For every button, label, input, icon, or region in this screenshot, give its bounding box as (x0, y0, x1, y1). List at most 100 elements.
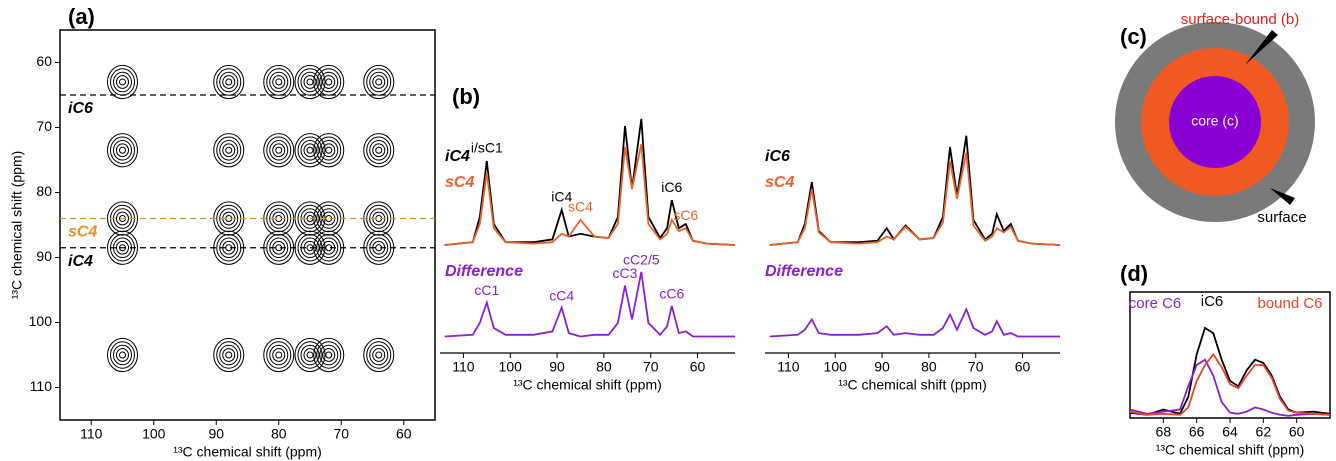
core-label: core (c) (1191, 113, 1238, 129)
x-axis-label: ¹³C chemical shift (ppm) (1156, 442, 1305, 458)
contour (366, 136, 392, 164)
contour (266, 136, 292, 164)
contour (319, 208, 339, 229)
x-tick-label: 70 (333, 426, 349, 442)
contour (316, 68, 342, 96)
contour (107, 337, 138, 373)
peak-label: sC6 (673, 207, 698, 223)
contour (303, 348, 317, 362)
contour (116, 75, 129, 89)
contour (319, 139, 339, 161)
spectrum (1129, 326, 1331, 416)
contour (375, 351, 383, 359)
contour (113, 71, 132, 93)
contour (216, 341, 242, 369)
panel-label: (d) (1120, 261, 1148, 286)
peak-label: cC2/5 (623, 252, 660, 268)
contour (313, 201, 345, 236)
contour (375, 78, 383, 86)
contour (366, 341, 392, 369)
contour (216, 68, 242, 96)
contour (113, 344, 132, 366)
x-tick-label: 60 (396, 426, 412, 442)
contour (272, 75, 286, 89)
marker-label: iC6 (68, 100, 93, 117)
contour (266, 68, 292, 96)
x-tick-label: 70 (643, 359, 659, 375)
contour (297, 68, 323, 96)
contour (275, 78, 283, 86)
contour (369, 344, 389, 366)
y-tick-label: 110 (30, 378, 53, 394)
y-tick-label: 100 (29, 313, 53, 329)
marker-label: sC4 (68, 224, 97, 241)
contour (107, 133, 138, 168)
spectrum (444, 118, 736, 246)
contour (113, 139, 132, 161)
peak-label: cC1 (474, 282, 499, 298)
contour (263, 133, 295, 168)
contour (369, 139, 389, 161)
x-tick-label: 60 (1015, 359, 1031, 375)
contour (107, 230, 138, 265)
contour (213, 337, 245, 373)
x-tick-label: 70 (968, 359, 984, 375)
contour (269, 237, 289, 259)
x-tick-label: 100 (499, 359, 523, 375)
contour (313, 64, 345, 100)
x-tick-label: 60 (1289, 424, 1305, 440)
x-tick-label: 100 (824, 359, 848, 375)
contour (319, 71, 339, 93)
core-circle (1169, 76, 1261, 168)
contour (372, 143, 386, 158)
contour (372, 348, 386, 362)
contour (263, 201, 295, 236)
y-tick-label: 70 (36, 118, 52, 134)
legend-label: iC6 (765, 148, 790, 165)
contour (269, 344, 289, 366)
x-tick-label: 60 (690, 359, 706, 375)
contour (110, 136, 135, 164)
contour (219, 344, 239, 366)
contour (322, 143, 336, 158)
contour (369, 71, 389, 93)
contour (213, 201, 245, 236)
contour (269, 139, 289, 161)
contour (213, 230, 245, 265)
legend-label: sC4 (765, 174, 794, 191)
x-tick-label: 64 (1222, 424, 1238, 440)
peak-label: cC6 (659, 286, 684, 302)
contour (319, 237, 339, 259)
x-tick-label: 110 (80, 426, 103, 442)
bound-label: surface-bound (b) (1181, 11, 1299, 28)
contour (110, 341, 135, 369)
panel-label: (b) (452, 84, 480, 109)
contour (263, 230, 295, 265)
contour (325, 351, 333, 359)
contour (363, 337, 395, 373)
x-tick-label: 90 (549, 359, 565, 375)
contour (272, 143, 286, 158)
spectrum (1129, 358, 1331, 417)
legend-label: core C6 (1129, 295, 1182, 312)
contour (363, 133, 395, 168)
contour (275, 351, 283, 359)
contour (266, 341, 292, 369)
contour (322, 75, 336, 89)
contour (219, 71, 239, 93)
pointer (1270, 188, 1295, 205)
legend-label: iC6 (1201, 293, 1224, 310)
legend-label: sC4 (445, 174, 474, 191)
contour (225, 351, 233, 359)
panel-label: (c) (1120, 24, 1147, 49)
spectrum (769, 152, 1061, 246)
x-tick-label: 80 (921, 359, 937, 375)
pointer (1245, 30, 1278, 65)
contour (116, 211, 129, 226)
contour (363, 230, 395, 265)
contour (213, 64, 245, 100)
y-tick-label: 60 (36, 53, 52, 69)
spectrum (769, 135, 1061, 246)
panel-label: (a) (68, 4, 95, 29)
